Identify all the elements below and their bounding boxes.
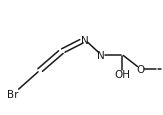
Text: Br: Br [7,89,19,99]
Text: N: N [97,50,105,60]
Text: O: O [136,64,144,74]
Text: N: N [81,35,89,45]
Text: OH: OH [114,70,130,80]
